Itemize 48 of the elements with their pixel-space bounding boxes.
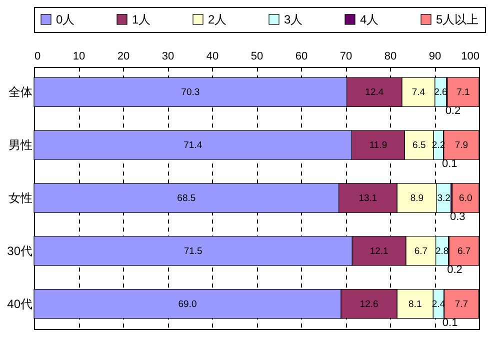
legend-label: 2人 — [208, 12, 227, 26]
x-tick-label: 80 — [384, 50, 397, 62]
y-tick-label: 40代 — [7, 296, 32, 311]
x-tick-label: 20 — [117, 50, 130, 62]
data-label: 0.1 — [442, 316, 458, 329]
data-label: 7.9 — [454, 140, 468, 152]
data-label: 71.4 — [184, 140, 202, 152]
data-label: 12.4 — [365, 87, 384, 98]
data-label: 0.3 — [450, 211, 466, 223]
data-label: 6.0 — [459, 193, 472, 204]
legend-label: 1人 — [132, 12, 151, 26]
legend-label: 4人 — [360, 12, 379, 26]
data-label: 6.7 — [457, 246, 471, 257]
data-label: 11.9 — [369, 140, 388, 152]
x-tick-label: 100 — [461, 50, 480, 62]
legend-label: 0人 — [56, 12, 75, 26]
data-label: 8.1 — [408, 298, 422, 310]
data-label: 68.5 — [177, 193, 196, 204]
legend-label: 3人 — [284, 12, 303, 26]
data-label: 8.9 — [410, 193, 424, 204]
data-label: 6.5 — [412, 140, 426, 152]
x-tick-label: 60 — [295, 50, 308, 62]
data-label: 6.7 — [414, 246, 428, 257]
data-label: 2.8 — [435, 246, 449, 257]
x-tick-label: 10 — [72, 50, 86, 62]
data-label: 0.1 — [442, 158, 458, 170]
x-tick-label: 70 — [340, 50, 352, 62]
y-tick-label: 男性 — [8, 138, 32, 152]
data-label: 12.1 — [370, 246, 388, 257]
data-label: 70.3 — [181, 87, 200, 98]
data-label: 13.1 — [358, 193, 378, 204]
data-label: 71.5 — [184, 246, 202, 257]
data-label: 0.2 — [447, 264, 462, 276]
data-label: 7.7 — [454, 298, 468, 310]
data-label: 7.1 — [456, 87, 470, 98]
x-tick-label: 40 — [206, 50, 219, 62]
data-label: 69.0 — [178, 298, 197, 310]
legend-label: 5人以上 — [436, 12, 479, 26]
x-tick-label: 30 — [162, 50, 174, 62]
x-tick-label: 90 — [428, 50, 442, 62]
data-label: 7.4 — [412, 87, 426, 98]
y-tick-label: 全体 — [8, 85, 32, 100]
y-tick-label: 女性 — [8, 191, 32, 205]
x-tick-label: 0 — [34, 50, 41, 62]
data-label: 12.6 — [360, 298, 378, 310]
x-tick-label: 50 — [250, 50, 264, 62]
data-label: 3.2 — [437, 193, 450, 204]
y-tick-label: 30代 — [7, 244, 32, 258]
